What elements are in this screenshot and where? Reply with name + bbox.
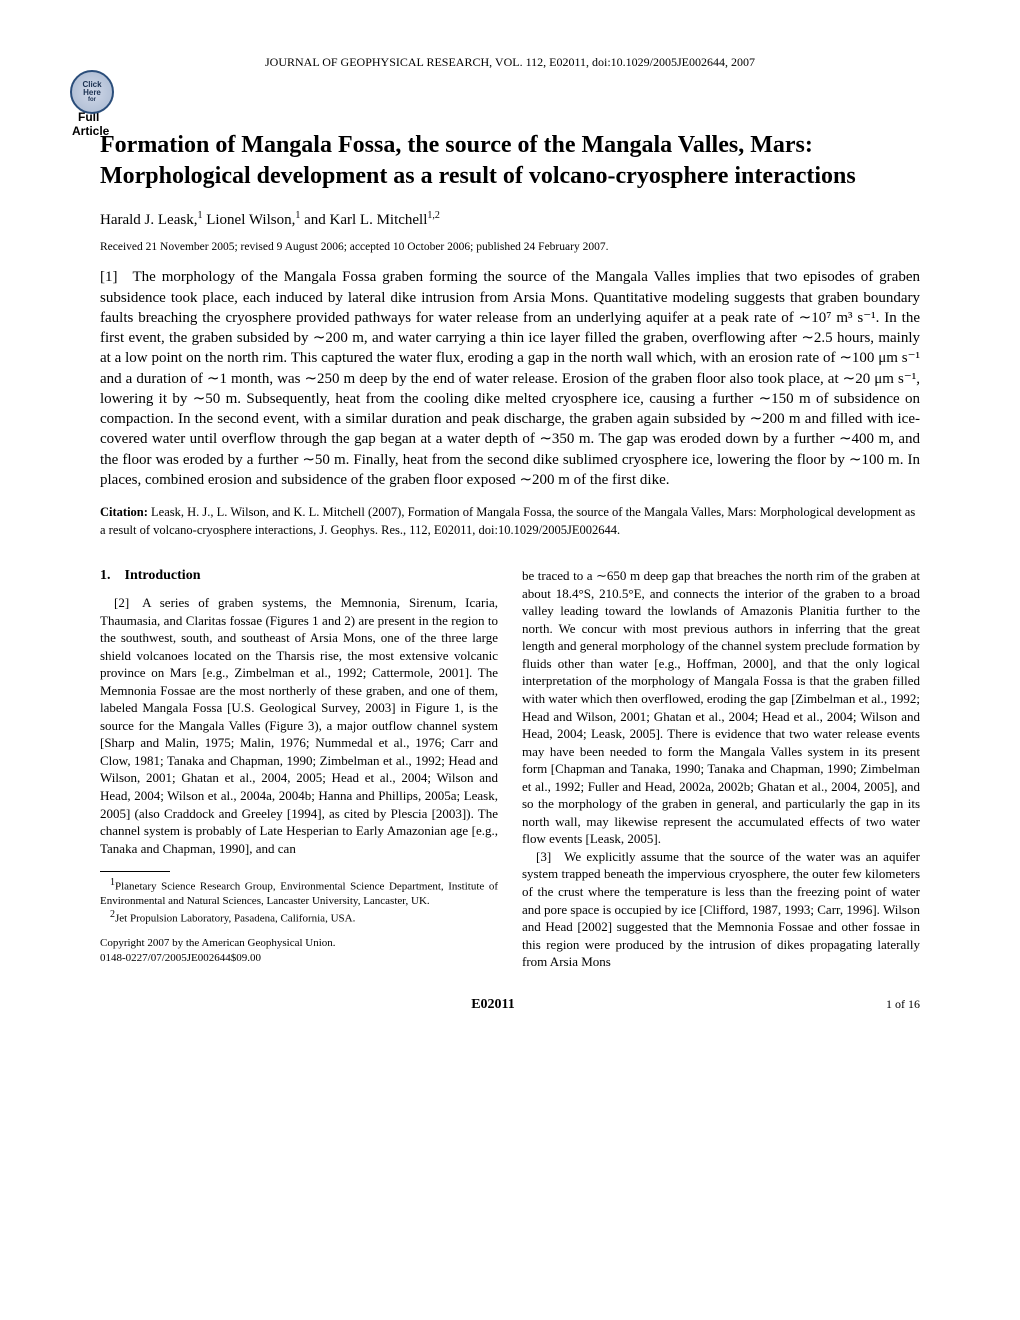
journal-header: JOURNAL OF GEOPHYSICAL RESEARCH, VOL. 11… [100,55,920,70]
footnote-1-text: Planetary Science Research Group, Enviro… [100,881,498,907]
intro-para-2: [3] We explicitly assume that the source… [522,848,920,971]
section-heading: 1. Introduction [100,567,498,586]
page-footer: E02011 1 of 16 [100,997,920,1013]
full-article-badge[interactable]: Click Here for Full Article [70,70,122,122]
citation-label: Citation: [100,505,148,519]
abstract: [1] The morphology of the Mangala Fossa … [100,267,920,490]
author-3-affil: 1,2 [427,210,440,221]
article-title: Formation of Mangala Fossa, the source o… [100,130,920,192]
badge-for: for [88,97,96,103]
author-1: Harald J. Leask, [100,212,197,228]
author-2: Lionel Wilson, [206,212,295,228]
author-3: and Karl L. Mitchell [304,212,427,228]
footer-right: 1 of 16 [886,997,920,1012]
footnote-2-text: Jet Propulsion Laboratory, Pasadena, Cal… [115,913,355,925]
author-2-affil: 1 [295,210,300,221]
two-column-body: 1. Introduction [2] A series of graben s… [100,567,920,971]
badge-article: Article [72,124,122,138]
copyright: Copyright 2007 by the American Geophysic… [100,936,498,965]
left-column: 1. Introduction [2] A series of graben s… [100,567,498,971]
authors-line: Harald J. Leask,1 Lionel Wilson,1 and Ka… [100,210,920,229]
footer-center: E02011 [471,997,515,1013]
footnote-1: 1Planetary Science Research Group, Envir… [100,876,498,908]
badge-here: Here [83,89,101,97]
intro-para-1-cont: be traced to a ∼650 m deep gap that brea… [522,567,920,848]
right-column: be traced to a ∼650 m deep gap that brea… [522,567,920,971]
citation: Citation: Leask, H. J., L. Wilson, and K… [100,504,920,539]
copyright-line-1: Copyright 2007 by the American Geophysic… [100,936,498,950]
intro-para-1: [2] A series of graben systems, the Memn… [100,594,498,857]
footnote-separator [100,871,170,872]
citation-text: Leask, H. J., L. Wilson, and K. L. Mitch… [100,505,915,537]
author-1-affil: 1 [197,210,202,221]
copyright-line-2: 0148-0227/07/2005JE002644$09.00 [100,951,498,965]
badge-circle: Click Here for [70,70,114,114]
footnote-2: 2Jet Propulsion Laboratory, Pasadena, Ca… [100,908,498,926]
publication-dates: Received 21 November 2005; revised 9 Aug… [100,241,920,253]
